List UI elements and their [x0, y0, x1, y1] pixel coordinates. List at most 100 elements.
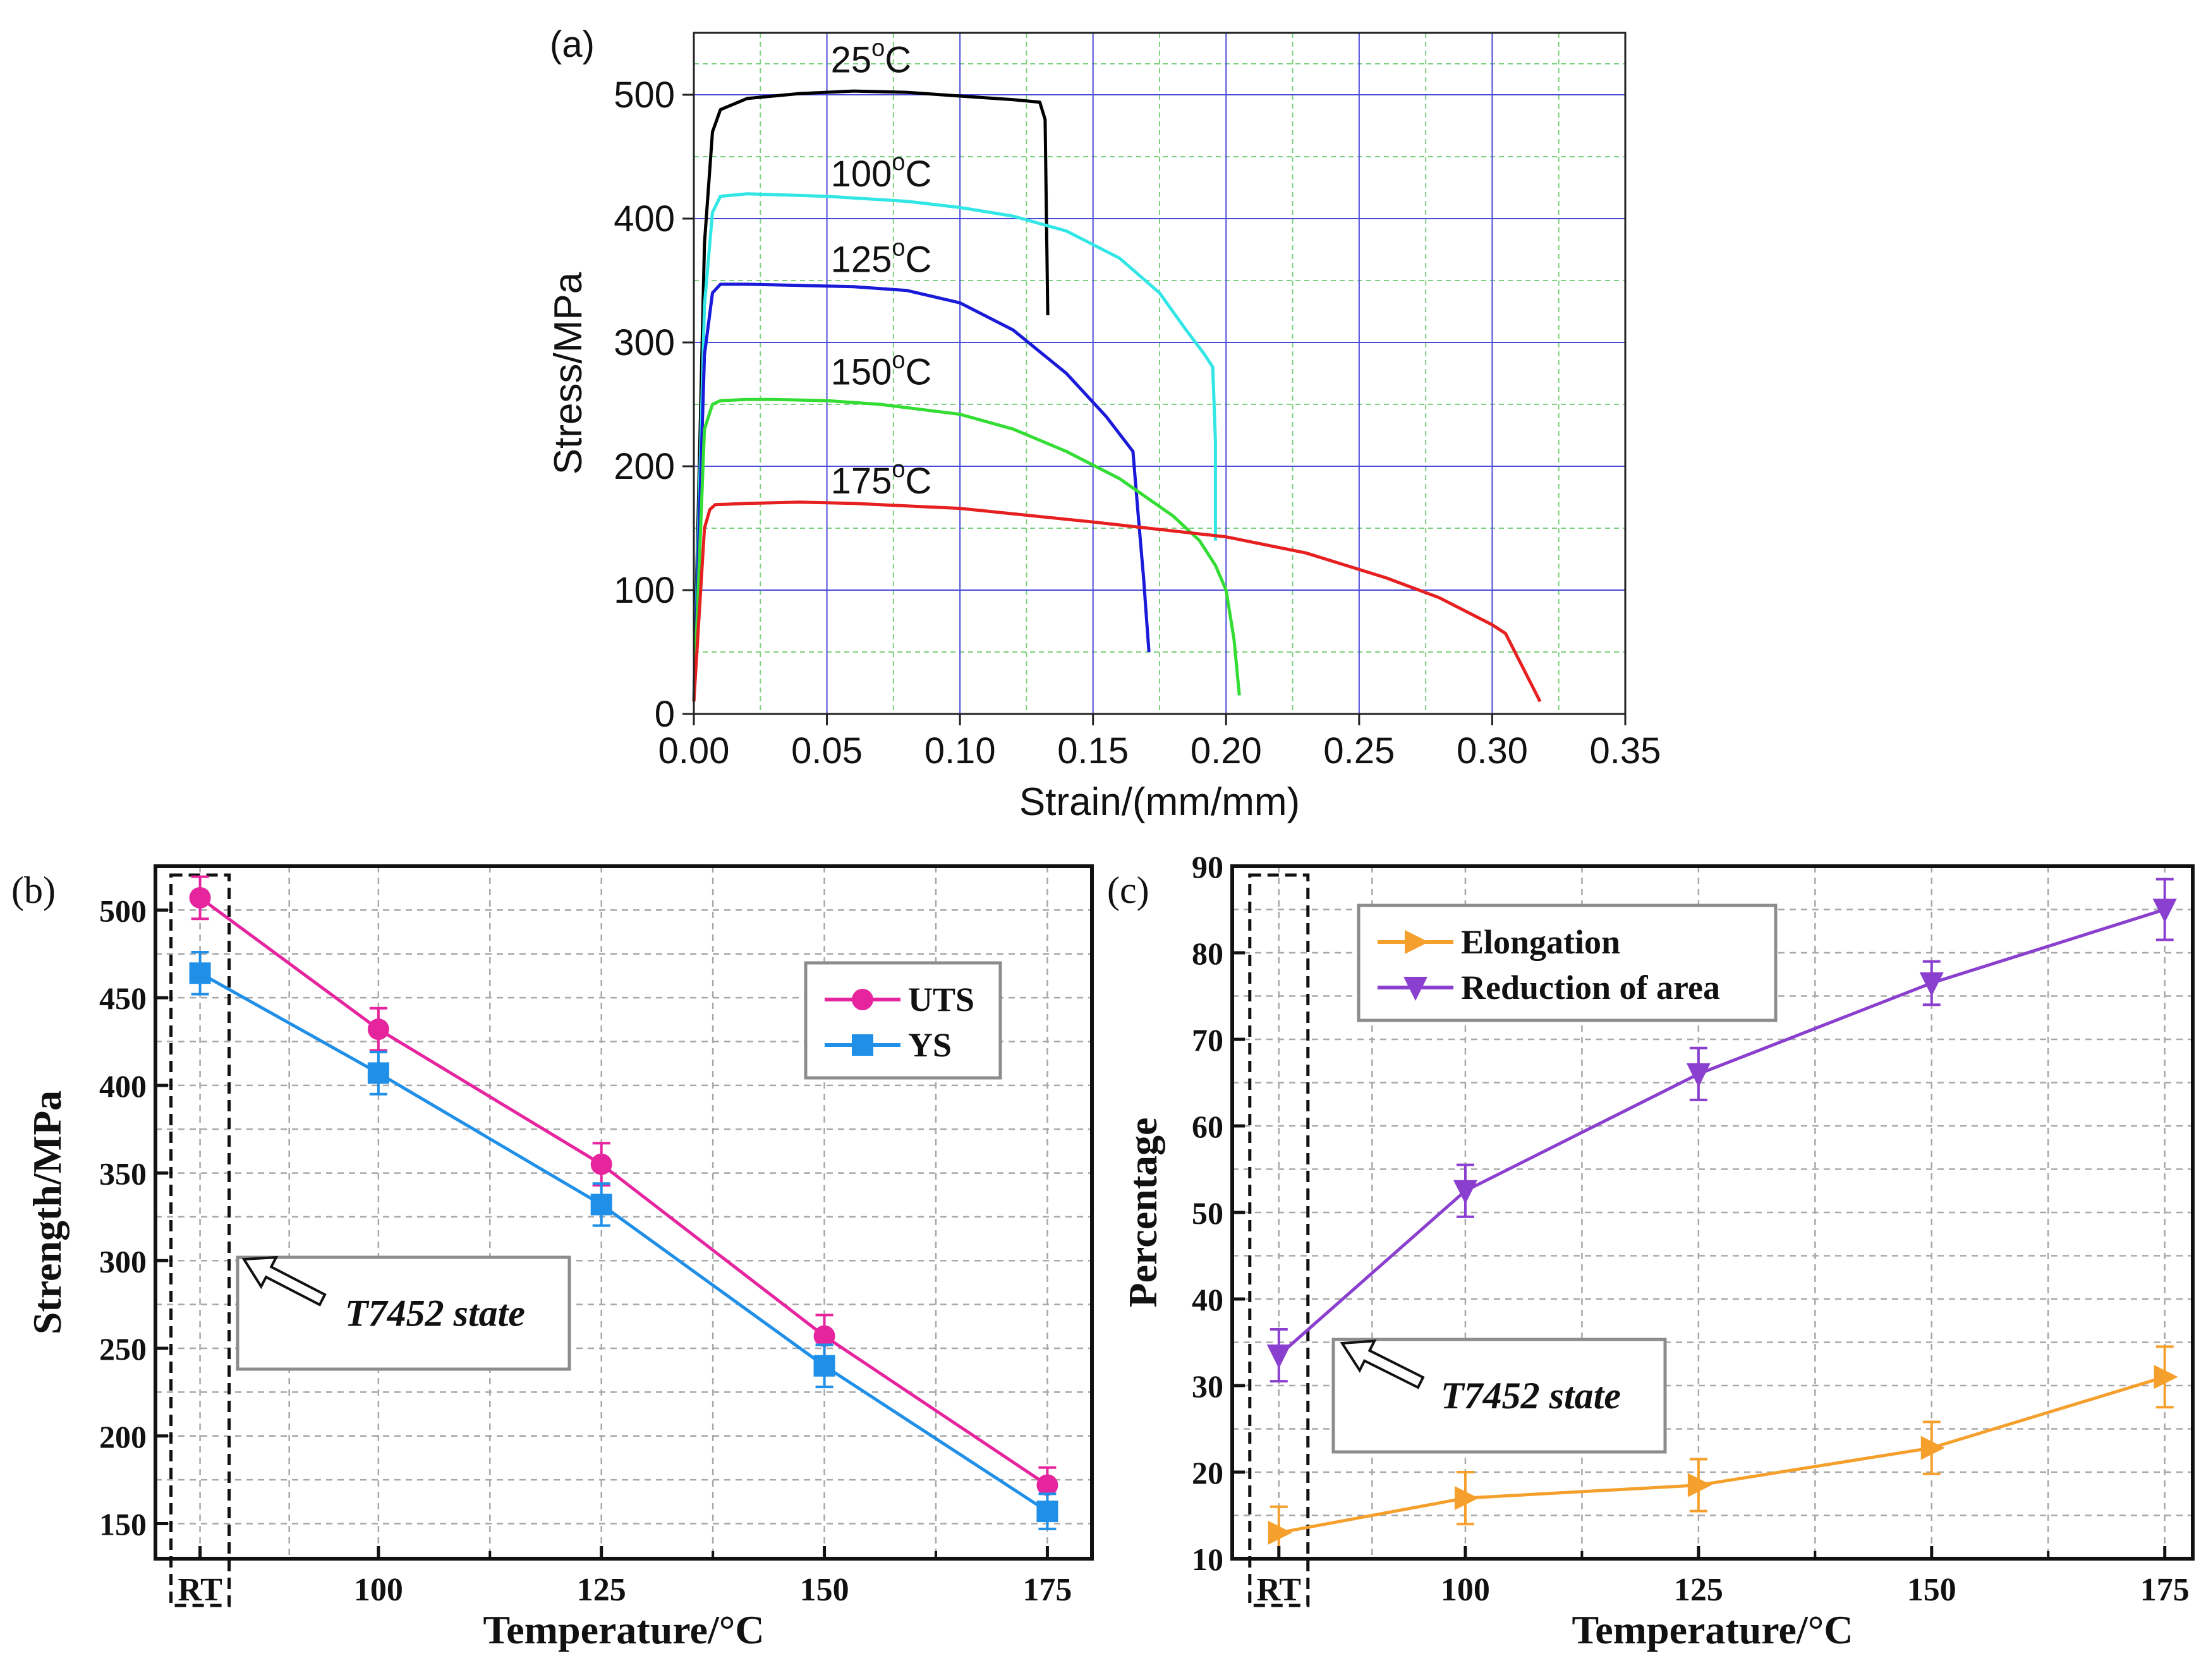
legend-marker: [1405, 930, 1429, 954]
data-point-reduction-of-area: [2152, 898, 2177, 923]
series-line-25C: [692, 89, 1050, 702]
data-point-elongation: [1268, 1520, 1292, 1545]
y-tick-label: 200: [614, 446, 675, 487]
legend-box: [1357, 903, 1778, 1022]
legend-item-reduction-of-area: Reduction of area: [1378, 969, 1720, 1006]
x-axis-label: Strain/(mm/mm): [1019, 780, 1300, 824]
series-line-100C: [692, 192, 1217, 702]
series-label-unit: C: [905, 461, 931, 502]
series-label-100C: 100oC: [831, 149, 932, 195]
y-tick-label: 80: [1192, 936, 1223, 971]
data-point-reduction-of-area: [1686, 1063, 1711, 1087]
plot-frame: [693, 32, 1627, 715]
x-tick-label: 0.00: [658, 730, 730, 771]
panel-label: (b): [11, 869, 56, 911]
y-tick-label: 70: [1192, 1022, 1223, 1058]
data-point-elongation: [1454, 1486, 1479, 1511]
legend-marker: [852, 989, 873, 1010]
annotation-arrow-icon: [241, 1255, 327, 1307]
data-point-uts: [590, 1153, 612, 1175]
series-label-value: 25: [831, 40, 872, 81]
y-tick-label: 300: [99, 1243, 147, 1279]
series-label-unit: C: [905, 239, 931, 280]
panel-label: (a): [550, 24, 595, 65]
series-label-value: 175: [831, 461, 892, 502]
data-point-ys: [1036, 1501, 1058, 1523]
series-label-125C: 125oC: [831, 234, 932, 280]
series-label-value: 100: [831, 154, 892, 195]
y-tick-label: 30: [1192, 1369, 1223, 1404]
y-tick-label: 100: [614, 570, 675, 611]
series-label-degree: o: [892, 347, 905, 374]
legend-item-elongation: Elongation: [1378, 923, 1620, 961]
series-label-degree: o: [892, 234, 905, 261]
data-point-ys: [813, 1355, 835, 1377]
series-line-125C: [692, 282, 1151, 702]
x-axis-label: Temperature/°C: [1572, 1607, 1853, 1652]
x-axis-label: Temperature/°C: [483, 1607, 764, 1652]
y-tick-label: 300: [614, 322, 675, 363]
series-line-150C: [692, 397, 1241, 702]
legend-box: [804, 961, 1002, 1080]
x-tick-label: RT: [1257, 1572, 1301, 1608]
y-tick-label: 500: [99, 893, 147, 928]
x-tick-label: 100: [354, 1572, 403, 1608]
plot-frame: [154, 864, 1094, 1561]
y-axis-label: Stress/MPa: [547, 272, 590, 474]
y-tick-label: 400: [99, 1068, 147, 1104]
legend-item-uts: UTS: [825, 981, 974, 1018]
series-label-25C: 25oC: [831, 35, 912, 81]
y-tick-label: 10: [1192, 1542, 1223, 1577]
data-point-uts: [813, 1325, 835, 1347]
legend: Elongation Reduction of area: [1357, 903, 1778, 1022]
legend-label: Elongation: [1461, 923, 1620, 961]
data-point-ys: [590, 1194, 612, 1216]
y-tick-label: 400: [614, 198, 675, 239]
annotation-text: T7452 state: [1441, 1375, 1621, 1417]
y-tick-label: 450: [99, 981, 147, 1016]
y-tick-label: 40: [1192, 1282, 1223, 1317]
x-tick-label: 125: [1674, 1572, 1723, 1608]
data-point-uts: [1036, 1474, 1058, 1496]
legend-marker: [852, 1034, 873, 1056]
y-tick-label: 60: [1192, 1109, 1223, 1144]
x-tick-label: 0.05: [791, 730, 863, 771]
series-label-degree: o: [871, 35, 885, 62]
x-tick-label: RT: [178, 1572, 222, 1608]
data-point-elongation: [1920, 1435, 1945, 1460]
series-label-degree: o: [892, 456, 905, 483]
series-label-value: 125: [831, 239, 892, 280]
annotation-arrow-icon: [1340, 1339, 1425, 1389]
rt-highlight-box: [1248, 873, 1310, 1607]
panel-label: (c): [1107, 869, 1149, 911]
y-tick-label: 250: [99, 1331, 147, 1367]
rt-highlight-box: [169, 873, 231, 1607]
x-tick-label: 0.25: [1323, 730, 1395, 771]
y-tick-label: 200: [99, 1419, 147, 1454]
annotation-box: [1331, 1338, 1667, 1454]
y-axis-label: Percentage: [1120, 1118, 1165, 1308]
legend-label: YS: [908, 1026, 952, 1064]
y-tick-label: 90: [1192, 849, 1223, 885]
x-tick-label: 150: [1907, 1572, 1956, 1608]
series-line-175C: [692, 500, 1542, 703]
data-point-reduction-of-area: [1453, 1180, 1477, 1204]
x-tick-label: 175: [2140, 1572, 2190, 1608]
legend-item-ys: YS: [825, 1026, 952, 1064]
x-tick-label: 125: [577, 1572, 626, 1608]
y-tick-label: 150: [99, 1507, 147, 1542]
data-point-uts: [189, 886, 211, 909]
y-tick-label: 500: [614, 75, 675, 116]
x-tick-label: 0.30: [1457, 730, 1528, 771]
y-tick-label: 0: [655, 694, 675, 735]
legend-label: UTS: [908, 981, 974, 1018]
annotation-text: T7452 state: [345, 1293, 525, 1334]
series-label-unit: C: [905, 154, 931, 195]
legend: UTS YS: [804, 961, 1002, 1080]
series-label-unit: C: [905, 352, 931, 393]
data-point-ys: [367, 1062, 389, 1084]
series-label-175C: 175oC: [831, 456, 932, 502]
legend-marker: [1403, 977, 1427, 1001]
